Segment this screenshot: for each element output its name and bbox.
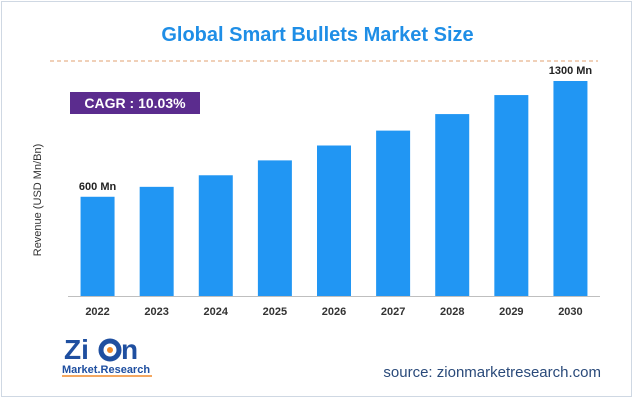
x-tick-2026: 2026 — [322, 306, 346, 318]
x-tick-2030: 2030 — [558, 306, 582, 318]
bar-2028 — [435, 114, 470, 296]
bar-2027 — [376, 130, 411, 296]
data-label-2030: 1300 Mn — [549, 65, 593, 77]
bar-2026 — [317, 145, 351, 296]
x-tick-2028: 2028 — [440, 306, 464, 318]
source-text: source: zionmarketresearch.com — [383, 364, 601, 381]
x-tick-2023: 2023 — [144, 306, 168, 318]
zion-logo: Zi n Market.Research — [60, 333, 180, 378]
x-tick-2022: 2022 — [85, 306, 109, 318]
x-tick-2027: 2027 — [381, 306, 405, 318]
x-tick-2024: 2024 — [204, 306, 229, 318]
logo-sub-text: Market.Research — [62, 364, 150, 376]
bar-2030 — [553, 81, 588, 296]
logo-zion-text: Zi — [64, 334, 89, 365]
logo-o-globe — [98, 338, 122, 362]
data-label-2022: 600 Mn — [79, 181, 117, 193]
bar-2023 — [139, 186, 174, 296]
chart-title: Global Smart Bullets Market Size — [161, 24, 474, 46]
bar-2022 — [80, 196, 115, 296]
logo-n-text: n — [121, 334, 138, 365]
x-tick-2029: 2029 — [499, 306, 523, 318]
bar-2024 — [198, 175, 233, 296]
bar-2025 — [257, 160, 292, 296]
cagr-badge: CAGR : 10.03% — [70, 92, 200, 114]
logo-o-dot — [107, 347, 113, 353]
bar-2029 — [494, 95, 529, 296]
x-tick-2025: 2025 — [263, 306, 287, 318]
